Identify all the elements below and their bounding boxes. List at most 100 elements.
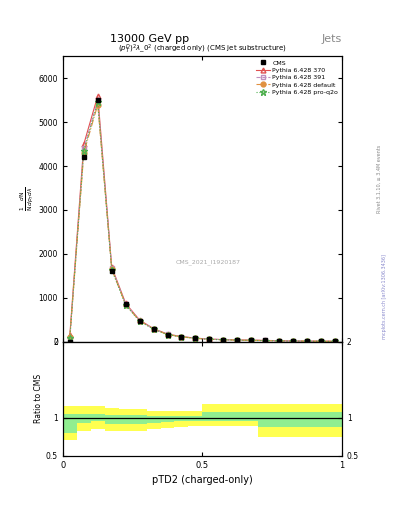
Legend: CMS, Pythia 6.428 370, Pythia 6.428 391, Pythia 6.428 default, Pythia 6.428 pro-: CMS, Pythia 6.428 370, Pythia 6.428 391,…: [254, 58, 340, 97]
Pythia 6.428 default: [305, 338, 309, 344]
Pythia 6.428 default: [249, 337, 253, 344]
Pythia 6.428 391: [263, 337, 268, 344]
Pythia 6.428 default: [109, 266, 114, 272]
Pythia 6.428 pro-q2o: [221, 337, 226, 343]
Pythia 6.428 pro-q2o: [81, 147, 86, 154]
Pythia 6.428 default: [207, 336, 212, 343]
Pythia 6.428 pro-q2o: [193, 335, 198, 342]
Pythia 6.428 default: [68, 334, 72, 340]
Pythia 6.428 370: [95, 93, 100, 99]
Pythia 6.428 391: [249, 337, 253, 344]
Text: mcplots.cern.ch [arXiv:1306.3436]: mcplots.cern.ch [arXiv:1306.3436]: [382, 254, 387, 339]
Pythia 6.428 391: [123, 301, 128, 307]
Pythia 6.428 370: [277, 337, 281, 344]
CMS: [109, 268, 114, 274]
CMS: [277, 338, 281, 344]
CMS: [221, 337, 226, 343]
Pythia 6.428 370: [305, 338, 309, 344]
CMS: [263, 337, 268, 344]
Pythia 6.428 370: [165, 331, 170, 337]
CMS: [319, 338, 323, 344]
Pythia 6.428 pro-q2o: [277, 338, 281, 344]
Pythia 6.428 391: [109, 265, 114, 271]
Pythia 6.428 pro-q2o: [68, 334, 72, 340]
Pythia 6.428 default: [277, 338, 281, 344]
Pythia 6.428 pro-q2o: [263, 337, 268, 344]
CMS: [68, 338, 72, 345]
Line: CMS: CMS: [68, 98, 337, 344]
Pythia 6.428 pro-q2o: [305, 338, 309, 344]
Text: CMS_2021_I1920187: CMS_2021_I1920187: [176, 259, 241, 265]
Pythia 6.428 391: [277, 338, 281, 344]
Text: 13000 GeV pp: 13000 GeV pp: [110, 33, 189, 44]
Pythia 6.428 pro-q2o: [207, 336, 212, 343]
CMS: [81, 154, 86, 160]
Pythia 6.428 391: [151, 326, 156, 332]
Pythia 6.428 391: [95, 97, 100, 103]
Pythia 6.428 pro-q2o: [123, 302, 128, 308]
Pythia 6.428 370: [123, 301, 128, 307]
Pythia 6.428 pro-q2o: [235, 337, 240, 343]
CMS: [123, 301, 128, 307]
Text: Jets: Jets: [321, 33, 342, 44]
Pythia 6.428 default: [151, 326, 156, 332]
CMS: [151, 326, 156, 332]
Pythia 6.428 370: [193, 335, 198, 341]
Pythia 6.428 370: [319, 338, 323, 344]
CMS: [165, 331, 170, 337]
Y-axis label: $\frac{1}{\mathrm{N}}\frac{d\mathrm{N}}{dp_T d\lambda}$: $\frac{1}{\mathrm{N}}\frac{d\mathrm{N}}{…: [18, 186, 36, 211]
Pythia 6.428 391: [332, 338, 337, 345]
Pythia 6.428 pro-q2o: [291, 338, 296, 344]
Pythia 6.428 370: [151, 326, 156, 332]
Pythia 6.428 default: [193, 335, 198, 342]
Pythia 6.428 default: [95, 101, 100, 108]
CMS: [235, 337, 240, 343]
Pythia 6.428 default: [235, 337, 240, 343]
Pythia 6.428 370: [263, 337, 268, 344]
Pythia 6.428 pro-q2o: [179, 334, 184, 340]
Pythia 6.428 370: [137, 317, 142, 323]
Line: Pythia 6.428 default: Pythia 6.428 default: [68, 102, 337, 344]
Pythia 6.428 391: [207, 336, 212, 342]
Pythia 6.428 391: [319, 338, 323, 344]
Pythia 6.428 default: [332, 338, 337, 345]
Pythia 6.428 pro-q2o: [332, 338, 337, 345]
CMS: [249, 337, 253, 344]
Pythia 6.428 391: [291, 338, 296, 344]
Pythia 6.428 370: [81, 141, 86, 147]
CMS: [179, 334, 184, 340]
Pythia 6.428 391: [179, 334, 184, 340]
Pythia 6.428 370: [332, 338, 337, 345]
Title: $(p_T^D)^2\lambda\_0^2$ (charged only) (CMS jet substructure): $(p_T^D)^2\lambda\_0^2$ (charged only) (…: [118, 43, 287, 56]
Pythia 6.428 pro-q2o: [249, 337, 253, 344]
Pythia 6.428 370: [207, 336, 212, 342]
CMS: [332, 338, 337, 345]
Pythia 6.428 pro-q2o: [95, 99, 100, 105]
CMS: [193, 335, 198, 342]
Pythia 6.428 391: [305, 338, 309, 344]
Pythia 6.428 370: [221, 336, 226, 343]
Pythia 6.428 391: [81, 145, 86, 152]
CMS: [305, 338, 309, 344]
Pythia 6.428 pro-q2o: [165, 332, 170, 338]
Pythia 6.428 391: [137, 317, 142, 324]
Line: Pythia 6.428 391: Pythia 6.428 391: [68, 98, 337, 344]
Line: Pythia 6.428 pro-q2o: Pythia 6.428 pro-q2o: [67, 99, 338, 345]
Pythia 6.428 370: [179, 333, 184, 339]
Pythia 6.428 default: [263, 337, 268, 344]
CMS: [207, 336, 212, 342]
Pythia 6.428 391: [221, 336, 226, 343]
Pythia 6.428 default: [291, 338, 296, 344]
Pythia 6.428 391: [193, 335, 198, 342]
Pythia 6.428 default: [123, 302, 128, 308]
CMS: [137, 317, 142, 324]
Pythia 6.428 391: [165, 331, 170, 337]
X-axis label: pTD2 (charged-only): pTD2 (charged-only): [152, 475, 253, 485]
Pythia 6.428 391: [235, 337, 240, 343]
Pythia 6.428 pro-q2o: [109, 267, 114, 273]
Y-axis label: Ratio to CMS: Ratio to CMS: [34, 374, 43, 423]
Pythia 6.428 370: [249, 337, 253, 343]
Pythia 6.428 default: [179, 334, 184, 340]
CMS: [95, 97, 100, 103]
Pythia 6.428 pro-q2o: [319, 338, 323, 345]
